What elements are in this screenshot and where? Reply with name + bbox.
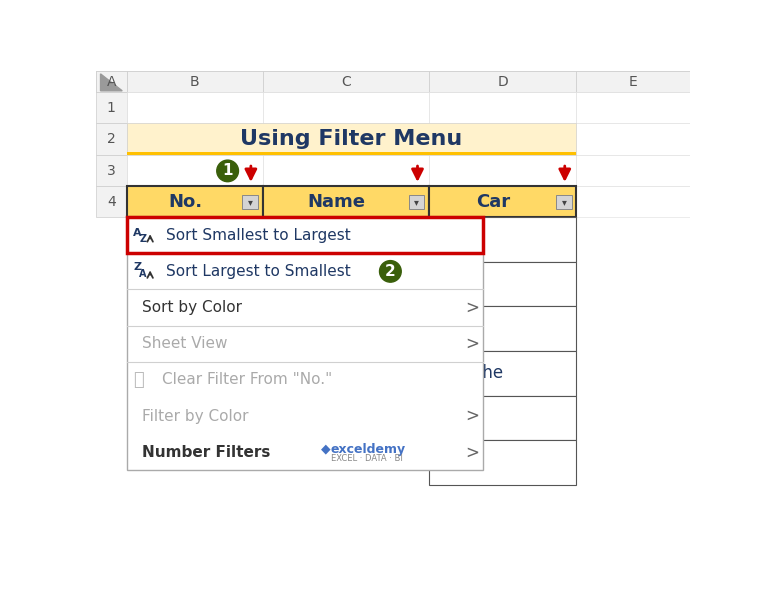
Bar: [429, 262, 576, 306]
Text: Using Filter Menu: Using Filter Menu: [241, 129, 463, 149]
Text: D: D: [497, 74, 508, 88]
Bar: [96, 71, 127, 93]
Text: exceldemy: exceldemy: [331, 442, 406, 455]
Bar: [127, 93, 262, 123]
Text: Sort Smallest to Largest: Sort Smallest to Largest: [166, 228, 351, 242]
Polygon shape: [100, 74, 122, 91]
Bar: [127, 156, 262, 186]
Bar: [96, 123, 127, 156]
Text: Tesla: Tesla: [439, 231, 479, 248]
Text: Clear Filter From "No.": Clear Filter From "No.": [162, 372, 332, 388]
Text: 1: 1: [107, 101, 116, 115]
Text: ◆: ◆: [321, 442, 331, 455]
Text: Kia: Kia: [439, 275, 464, 293]
Text: ▾: ▾: [561, 196, 566, 206]
Text: 4: 4: [107, 195, 116, 209]
Text: >: >: [466, 407, 479, 425]
Text: EXCEL · DATA · BI: EXCEL · DATA · BI: [331, 454, 403, 463]
Text: Tesla: Tesla: [439, 409, 479, 427]
Text: No.: No.: [168, 193, 202, 211]
Bar: [429, 306, 576, 351]
Text: C: C: [341, 74, 351, 88]
Bar: [429, 351, 576, 396]
Text: Car: Car: [476, 193, 511, 211]
Bar: [262, 186, 429, 217]
Bar: [576, 123, 690, 156]
Bar: [262, 93, 429, 123]
Text: A: A: [107, 74, 116, 88]
Text: ▾: ▾: [248, 196, 252, 206]
Bar: [127, 123, 576, 156]
Text: 1: 1: [222, 163, 233, 178]
Bar: [127, 217, 483, 253]
Bar: [127, 217, 483, 470]
Text: Sort by Color: Sort by Color: [143, 300, 242, 315]
Bar: [127, 152, 576, 156]
Bar: [242, 195, 258, 209]
Text: >: >: [466, 299, 479, 317]
Text: >: >: [466, 443, 479, 461]
Bar: [96, 156, 127, 186]
Bar: [429, 396, 576, 440]
Text: Sheet View: Sheet View: [143, 336, 228, 351]
Text: Porsche: Porsche: [439, 365, 504, 382]
Bar: [429, 217, 576, 262]
Bar: [576, 186, 690, 217]
Text: 2: 2: [107, 132, 116, 146]
Bar: [262, 71, 429, 93]
Bar: [96, 71, 690, 93]
Text: Z: Z: [133, 262, 141, 272]
Bar: [429, 440, 576, 485]
Text: 3: 3: [107, 164, 116, 178]
Text: A: A: [133, 228, 142, 238]
Bar: [429, 93, 576, 123]
Text: Z: Z: [140, 234, 146, 244]
Bar: [429, 156, 576, 186]
Text: Ford: Ford: [439, 454, 475, 472]
Bar: [429, 186, 576, 217]
Text: E: E: [629, 74, 637, 88]
Text: Sort Largest to Smallest: Sort Largest to Smallest: [166, 264, 351, 279]
Text: ⛉: ⛉: [133, 371, 144, 389]
Text: ▾: ▾: [414, 196, 419, 206]
Text: B: B: [190, 74, 199, 88]
Text: Number Filters: Number Filters: [143, 445, 271, 460]
Text: A: A: [140, 270, 146, 280]
Bar: [576, 93, 690, 123]
Bar: [96, 186, 127, 217]
Circle shape: [217, 160, 239, 182]
Text: Filter by Color: Filter by Color: [143, 409, 249, 424]
Circle shape: [380, 261, 401, 282]
Bar: [262, 156, 429, 186]
Bar: [576, 156, 690, 186]
Text: 2: 2: [385, 264, 396, 279]
Bar: [409, 195, 424, 209]
Bar: [96, 71, 127, 93]
Bar: [429, 71, 576, 93]
Bar: [96, 93, 127, 123]
Bar: [127, 186, 262, 217]
Text: >: >: [466, 335, 479, 353]
Text: Name: Name: [308, 193, 366, 211]
Bar: [556, 195, 571, 209]
Bar: [576, 71, 690, 93]
Bar: [127, 71, 262, 93]
Text: Audi: Audi: [439, 320, 476, 337]
